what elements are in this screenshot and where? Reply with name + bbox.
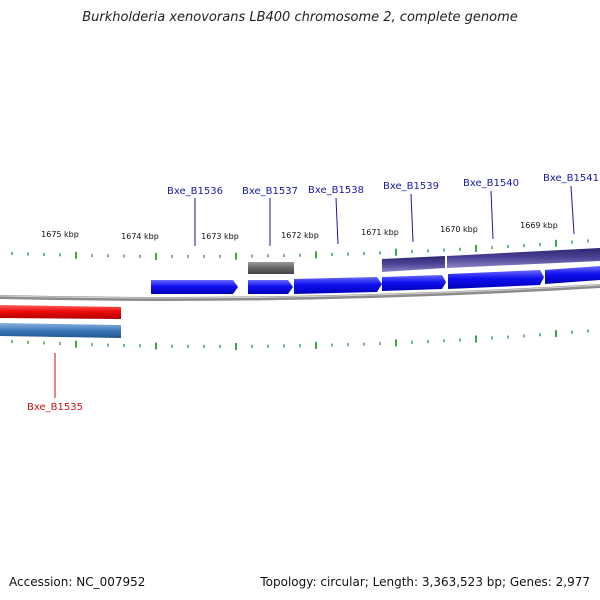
kbp-label: 1669 kbp: [520, 221, 558, 230]
gene-bxe-b1535-gene[interactable]: [0, 323, 121, 338]
gene-bxe-b1539-gene[interactable]: [382, 256, 445, 272]
kbp-label: 1670 kbp: [440, 225, 478, 234]
label-leader-line: [410, 193, 414, 243]
gene-bxe-b1539-cds[interactable]: [382, 275, 446, 291]
gene-bxe-b1541-cds[interactable]: [545, 266, 600, 284]
chromosome-backbone: [0, 284, 600, 301]
gene-bxe-b1540-cds[interactable]: [448, 270, 544, 289]
label-leader-line: [490, 190, 494, 240]
gene-bxe-b1536-cds[interactable]: [151, 280, 238, 294]
gene-label-forward[interactable]: Bxe_B1539: [383, 181, 439, 192]
gene-label-forward[interactable]: Bxe_B1538: [308, 185, 364, 196]
kbp-label: 1671 kbp: [361, 228, 399, 237]
gene-label-forward[interactable]: Bxe_B1536: [167, 186, 223, 197]
chromosome-backbone-highlight: [0, 284, 600, 299]
footer-accession: Accession: NC_007952: [9, 575, 146, 589]
gene-bxe-b1540-gene[interactable]: [447, 248, 600, 268]
gene-bxe-b1537-cds[interactable]: [248, 280, 293, 294]
gene-label-forward[interactable]: Bxe_B1541: [543, 173, 599, 184]
gene-bxe-b1538-cds[interactable]: [294, 277, 382, 294]
map-title: Burkholderia xenovorans LB400 chromosome…: [82, 10, 518, 25]
gene-label-reverse[interactable]: Bxe_B1535: [27, 402, 83, 413]
kbp-label: 1673 kbp: [201, 232, 239, 241]
label-leader-line: [570, 185, 575, 235]
footer-stats: Topology: circular; Length: 3,363,523 bp…: [260, 575, 590, 589]
gene-bxe-b1535-cds[interactable]: [0, 305, 121, 319]
kbp-label: 1675 kbp: [41, 230, 79, 239]
tick-marks-inner: [11, 329, 589, 350]
gene-label-forward[interactable]: Bxe_B1537: [242, 186, 298, 197]
gene-bxe-b1537-rna[interactable]: [248, 262, 294, 274]
gene-label-forward[interactable]: Bxe_B1540: [463, 178, 519, 189]
kbp-label: 1674 kbp: [121, 232, 159, 241]
kbp-label: 1672 kbp: [281, 231, 319, 240]
label-leader-line: [335, 197, 339, 245]
tick-marks-outer: [11, 239, 589, 260]
